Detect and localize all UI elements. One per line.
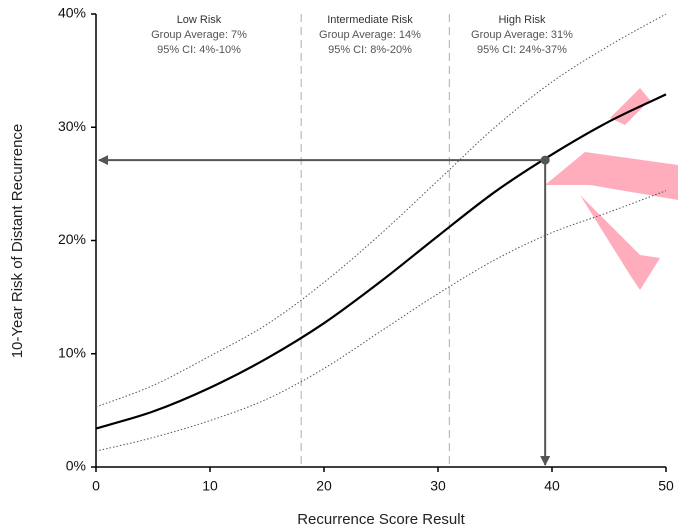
x-tick-label: 50	[658, 478, 674, 494]
watermark	[545, 88, 678, 290]
risk-group-name: Intermediate Risk	[327, 14, 413, 26]
y-tick-label: 0%	[66, 458, 86, 474]
result-point	[540, 155, 550, 165]
x-tick-label: 20	[316, 478, 332, 494]
x-tick-label: 40	[544, 478, 560, 494]
risk-group-ci: 95% CI: 8%-20%	[328, 44, 412, 56]
risk-group-average: Group Average: 31%	[471, 29, 573, 41]
risk-group-name: High Risk	[498, 14, 546, 26]
y-tick-label: 40%	[58, 5, 86, 21]
x-tick-label: 30	[430, 478, 446, 494]
y-tick-label: 30%	[58, 118, 86, 134]
risk-group-average: Group Average: 7%	[151, 29, 247, 41]
risk-group-ci: 95% CI: 24%-37%	[477, 44, 567, 56]
x-tick-label: 0	[92, 478, 100, 494]
risk-group-average: Group Average: 14%	[319, 29, 421, 41]
y-tick-label: 10%	[58, 344, 86, 360]
confidence-line	[95, 190, 667, 452]
risk-group-ci: 95% CI: 4%-10%	[157, 44, 241, 56]
y-tick-label: 20%	[58, 231, 86, 247]
risk-curve	[95, 93, 667, 430]
risk-group-name: Low Risk	[177, 14, 222, 26]
confidence-line	[95, 13, 667, 408]
x-axis-label: Recurrence Score Result	[297, 511, 465, 528]
y-axis-label: 10-Year Risk of Distant Recurrence	[9, 124, 26, 359]
x-tick-label: 10	[202, 478, 218, 494]
